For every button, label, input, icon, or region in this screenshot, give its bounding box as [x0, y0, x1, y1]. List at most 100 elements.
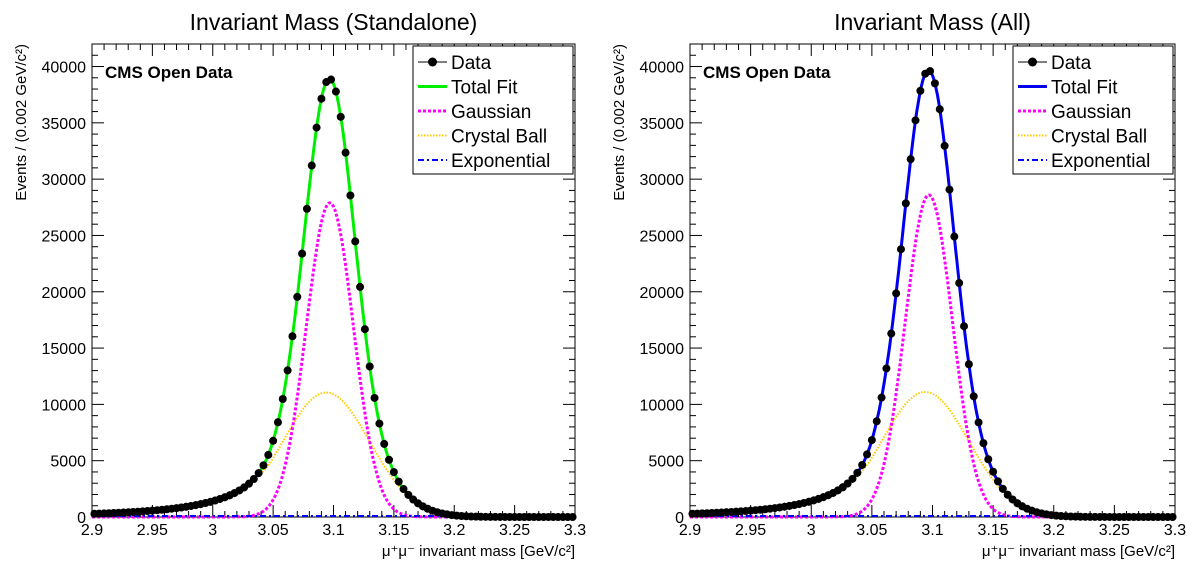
legend-crystal-ball-label: Crystal Ball: [451, 127, 547, 148]
data-point: [916, 86, 925, 95]
data-point: [926, 67, 935, 76]
data-point: [356, 282, 365, 291]
data-point: [911, 116, 920, 125]
data-point: [984, 455, 993, 464]
gaussian-curve: [690, 193, 1175, 519]
legend: Data Total Fit Gaussian Crystal Ball Exponen…: [1012, 45, 1174, 175]
y-tick-label: 0: [675, 510, 684, 527]
data-point: [979, 439, 988, 448]
crystal-ball-curve: [92, 391, 575, 518]
legend-gaussian-label: Gaussian: [451, 102, 531, 123]
data-point: [360, 325, 369, 334]
y-axis-label: Events / (0.002 GeV/c²): [611, 44, 628, 201]
data-point: [370, 393, 379, 402]
y-tick-label: 20000: [640, 285, 685, 302]
x-tick-label: 3: [208, 522, 217, 539]
data-point: [989, 467, 998, 476]
data-points: [90, 75, 577, 521]
x-axis-label: μ⁺μ⁻ invariant mass [GeV/c²]: [982, 543, 1175, 560]
data-point: [249, 475, 258, 484]
data-point: [385, 455, 394, 464]
data-point: [974, 418, 983, 427]
data-point: [867, 436, 876, 445]
data-point: [930, 79, 939, 88]
data-point: [327, 75, 336, 84]
x-tick-label: 3.15: [978, 522, 1009, 539]
cms-open-data-label: CMS Open Data: [703, 63, 831, 82]
legend-data-marker: [428, 57, 437, 67]
data-point: [848, 474, 857, 483]
data-point: [399, 485, 408, 494]
data-point: [312, 123, 321, 132]
data-point: [877, 393, 886, 402]
data-point: [351, 237, 360, 246]
data-point: [906, 155, 915, 164]
data-point: [998, 484, 1007, 493]
y-tick-label: 20000: [42, 285, 87, 302]
y-tick-label: 15000: [640, 341, 685, 358]
data-point: [969, 392, 978, 401]
data-point: [288, 332, 297, 341]
data-point: [950, 232, 959, 241]
legend-data-label: Data: [451, 53, 492, 74]
x-tick-label: 2.9: [679, 522, 701, 539]
x-axis-label: μ⁺μ⁻ invariant mass [GeV/c²]: [382, 543, 575, 560]
crystal-ball-curve: [690, 391, 1175, 518]
data-point: [307, 161, 316, 170]
legend-data-marker: [1028, 57, 1037, 67]
x-tick-label: 3.05: [856, 522, 887, 539]
y-tick-label: 10000: [42, 397, 87, 414]
cms-open-data-label: CMS Open Data: [105, 63, 233, 82]
x-tick-label: 3.2: [1043, 522, 1065, 539]
data-point: [317, 94, 326, 103]
data-point: [896, 245, 905, 254]
data-point: [960, 322, 969, 331]
x-tick-label: 3.25: [499, 522, 530, 539]
data-point: [993, 477, 1002, 486]
y-tick-label: 40000: [640, 60, 685, 77]
chart-title: Invariant Mass (All): [834, 9, 1031, 35]
y-tick-label: 5000: [648, 454, 684, 471]
y-tick-label: 30000: [42, 172, 87, 189]
data-point: [872, 417, 881, 426]
data-point: [568, 513, 577, 521]
x-tick-label: 3.3: [1164, 522, 1186, 539]
data-points: [688, 67, 1177, 521]
data-point: [259, 461, 268, 470]
x-axis: 2.9 2.95 3 3.05 3.1 3.15 3.2 3.25 3.3: [679, 44, 1186, 539]
data-point: [863, 450, 872, 459]
x-tick-label: 3: [807, 522, 816, 539]
y-tick-label: 5000: [50, 454, 86, 471]
data-point: [283, 366, 292, 375]
chart-panel-1: Invariant Mass (Standalone) 2.9 2.95 3 3.05 3…: [13, 9, 586, 560]
y-tick-label: 25000: [640, 228, 685, 245]
data-point: [1168, 513, 1177, 521]
x-tick-label: 3.25: [1099, 522, 1130, 539]
chart-panel-2: Invariant Mass (All) 2.9 2.95 3 3.05 3.1 3.15 3…: [611, 9, 1186, 560]
x-tick-label: 3.2: [443, 522, 465, 539]
data-point: [365, 362, 374, 371]
legend-total-fit-label: Total Fit: [451, 78, 518, 99]
data-point: [264, 450, 273, 459]
x-tick-label: 2.9: [81, 522, 103, 539]
data-point: [955, 279, 964, 288]
data-point: [935, 105, 944, 114]
data-point: [293, 292, 302, 301]
legend-total-fit-label: Total Fit: [1051, 78, 1118, 99]
data-point: [273, 418, 282, 427]
legend-gaussian-label: Gaussian: [1051, 102, 1131, 123]
x-tick-label: 3.15: [378, 522, 409, 539]
data-point: [887, 329, 896, 338]
data-point: [269, 436, 278, 445]
x-tick-label: 3.05: [258, 522, 289, 539]
legend-exponential-label: Exponential: [451, 151, 550, 172]
chart-title: Invariant Mass (Standalone): [190, 9, 478, 35]
legend: Data Total Fit Gaussian Crystal Ball Exponen…: [412, 45, 574, 175]
data-point: [389, 468, 398, 477]
x-tick-label: 3.1: [322, 522, 344, 539]
y-axis-label: Events / (0.002 GeV/c²): [13, 44, 30, 201]
data-point: [858, 460, 867, 469]
data-point: [298, 249, 307, 258]
x-tick-label: 3.1: [921, 522, 943, 539]
